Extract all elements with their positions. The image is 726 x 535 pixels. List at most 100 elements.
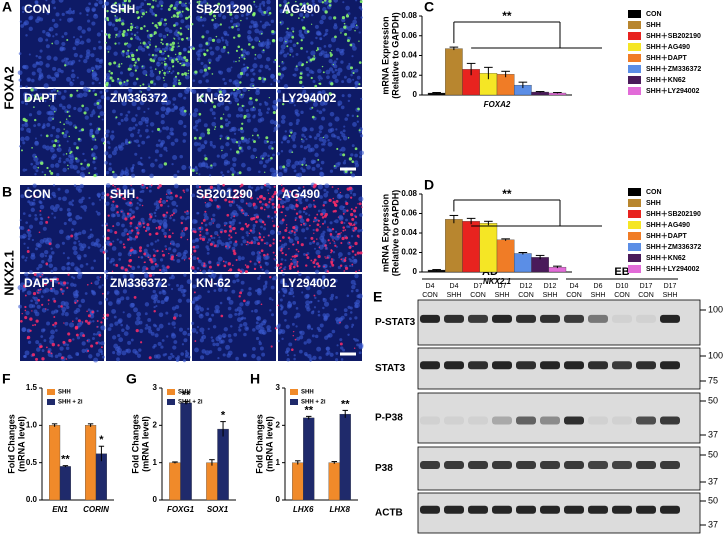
nucleus bbox=[42, 192, 47, 197]
stain-dot bbox=[248, 242, 251, 244]
nucleus bbox=[42, 123, 46, 127]
nucleus bbox=[304, 212, 308, 215]
stain-dot bbox=[285, 227, 288, 229]
nucleus bbox=[228, 237, 231, 241]
nucleus bbox=[278, 189, 283, 195]
stain-dot bbox=[193, 249, 197, 253]
stain-dot bbox=[344, 236, 349, 240]
legend-swatch bbox=[47, 399, 55, 405]
legend-swatch bbox=[628, 87, 641, 95]
stain-dot bbox=[264, 171, 266, 173]
nucleus bbox=[66, 281, 69, 285]
stain-dot bbox=[298, 17, 300, 20]
nucleus bbox=[183, 3, 187, 7]
nucleus bbox=[186, 279, 192, 285]
nucleus bbox=[342, 1, 345, 4]
nucleus bbox=[321, 89, 326, 95]
stain-dot bbox=[116, 187, 119, 190]
nucleus bbox=[273, 130, 276, 133]
stain-dot bbox=[263, 208, 266, 211]
nucleus bbox=[252, 346, 256, 351]
nucleus bbox=[232, 157, 237, 162]
nucleus bbox=[335, 230, 338, 233]
stain-dot bbox=[295, 65, 298, 68]
stain-dot bbox=[337, 236, 339, 238]
stain-dot bbox=[284, 229, 288, 233]
stain-dot bbox=[230, 236, 233, 239]
nucleus bbox=[290, 134, 296, 140]
lane-day: D17 bbox=[664, 283, 677, 290]
nucleus bbox=[240, 288, 244, 292]
stain-dot bbox=[312, 220, 315, 223]
nucleus bbox=[182, 47, 187, 52]
nucleus bbox=[329, 111, 335, 117]
mw-marker: 50 bbox=[708, 449, 718, 459]
nucleus bbox=[147, 107, 150, 110]
nucleus bbox=[113, 26, 118, 32]
nucleus bbox=[116, 297, 122, 303]
blot-box bbox=[417, 299, 701, 346]
stain-dot bbox=[193, 136, 197, 140]
stain-dot bbox=[77, 137, 81, 141]
nucleus bbox=[243, 332, 247, 337]
legend-label: SHH＋DAPT bbox=[646, 54, 688, 62]
nucleus bbox=[67, 354, 72, 359]
stain-dot bbox=[133, 295, 137, 299]
nucleus bbox=[50, 269, 54, 273]
legend-label: SHH bbox=[178, 390, 191, 396]
micrograph-label: ZM336372 bbox=[110, 91, 168, 105]
stain-dot bbox=[149, 215, 153, 219]
nucleus bbox=[228, 100, 232, 105]
stain-dot bbox=[62, 340, 66, 344]
nucleus bbox=[125, 324, 129, 327]
micrograph-label: SB201290 bbox=[196, 2, 253, 16]
stain-dot bbox=[224, 224, 226, 227]
panel-letter: F bbox=[2, 371, 11, 387]
nucleus bbox=[225, 142, 230, 147]
nucleus bbox=[80, 40, 85, 45]
stain-dot bbox=[236, 103, 240, 106]
stain-dot bbox=[52, 323, 55, 327]
nucleus bbox=[305, 285, 311, 291]
nucleus bbox=[98, 285, 102, 289]
error-bar bbox=[466, 62, 476, 76]
nucleus bbox=[271, 313, 275, 317]
nucleus bbox=[209, 140, 213, 144]
blot-row-label: P-STAT3 bbox=[375, 317, 416, 328]
nucleus bbox=[173, 340, 178, 344]
nucleus bbox=[323, 221, 326, 224]
nucleus bbox=[83, 158, 87, 162]
blot-band bbox=[540, 416, 560, 425]
nucleus bbox=[165, 101, 169, 106]
nucleus bbox=[214, 231, 219, 236]
nucleus bbox=[117, 2, 121, 7]
nucleus bbox=[340, 146, 346, 152]
micrograph bbox=[18, 86, 106, 178]
nucleus bbox=[105, 274, 109, 278]
stain-dot bbox=[212, 222, 214, 224]
stain-dot bbox=[305, 164, 308, 167]
nucleus bbox=[212, 186, 217, 191]
nucleus bbox=[70, 282, 75, 287]
stain-dot bbox=[263, 223, 266, 226]
nucleus bbox=[61, 41, 66, 47]
nucleus bbox=[66, 207, 71, 212]
nucleus bbox=[107, 327, 112, 332]
nucleus bbox=[34, 173, 37, 176]
stain-dot bbox=[54, 139, 58, 143]
nucleus bbox=[312, 355, 317, 360]
y-axis-label: (Relative to GAPDH) bbox=[390, 12, 400, 99]
stain-dot bbox=[127, 0, 131, 3]
stain-dot bbox=[278, 4, 282, 7]
nucleus bbox=[81, 29, 86, 34]
stain-dot bbox=[46, 166, 49, 170]
nucleus bbox=[350, 22, 356, 28]
nucleus bbox=[334, 189, 339, 194]
nucleus bbox=[226, 296, 231, 301]
stain-dot bbox=[240, 227, 245, 231]
nucleus bbox=[44, 287, 50, 293]
nucleus bbox=[212, 144, 216, 149]
nucleus bbox=[24, 350, 30, 356]
nucleus bbox=[75, 215, 81, 220]
